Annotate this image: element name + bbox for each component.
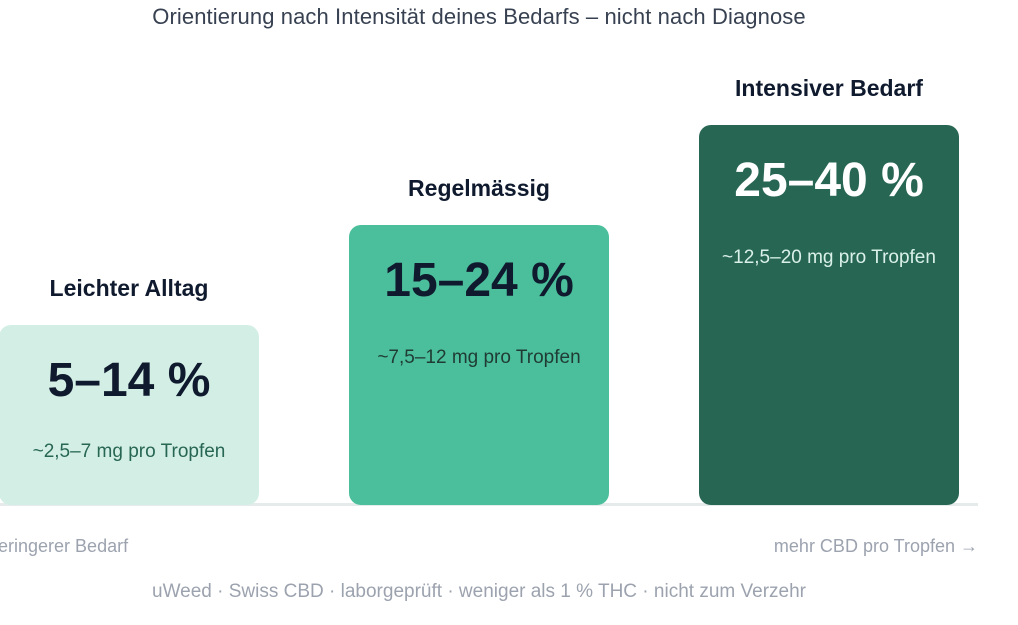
chart-subtitle: Orientierung nach Intensität deines Beda… (152, 4, 806, 29)
bar-title-3: Intensiver Bedarf (735, 75, 923, 101)
bar-1 (0, 325, 259, 505)
bar-note-2: ~7,5–12 mg pro Tropfen (377, 347, 581, 368)
bar-title-1: Leichter Alltag (49, 275, 209, 301)
x-axis-left-label: geringerer Bedarf (0, 536, 129, 556)
bar-note-1: ~2,5–7 mg pro Tropfen (32, 441, 226, 462)
bar-value-label-2: 15–24 % (384, 254, 574, 307)
bar-2 (349, 225, 609, 505)
bar-value-label-1: 5–14 % (47, 354, 211, 407)
bar-note-3: ~12,5–20 mg pro Tropfen (722, 247, 936, 268)
bar-title-2: Regelmässig (408, 175, 550, 201)
bar-3 (699, 125, 959, 505)
footer-text: uWeed · Swiss CBD · laborgeprüft · wenig… (152, 581, 806, 602)
x-axis-right-label: mehr CBD pro Tropfen → (773, 536, 978, 556)
bar-value-label-3: 25–40 % (734, 154, 924, 207)
